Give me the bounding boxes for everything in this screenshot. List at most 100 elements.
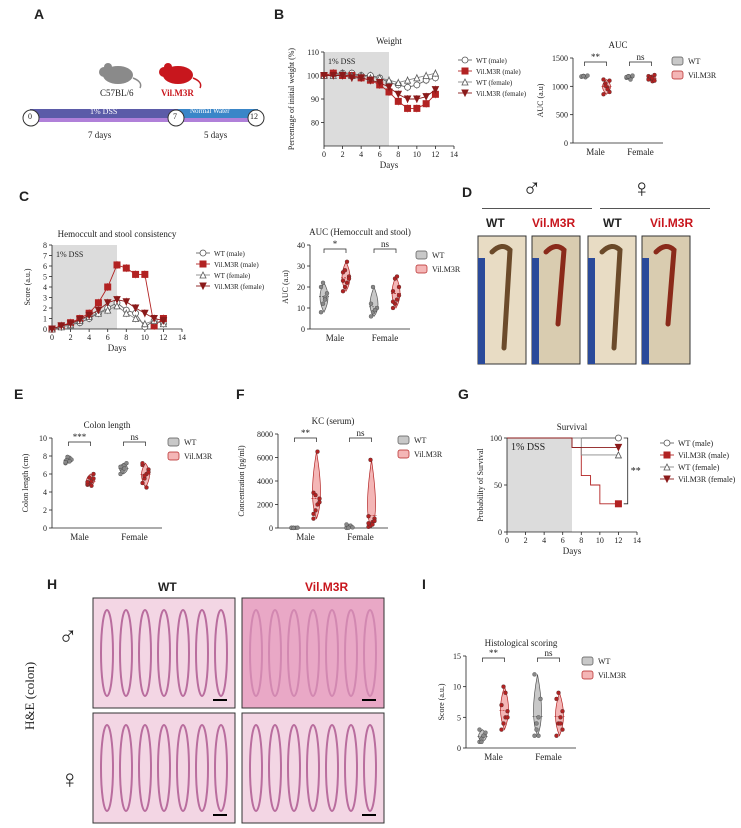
legend-label: WT (male) (476, 57, 507, 65)
legend-label: WT (414, 436, 427, 445)
y-tick-label: 8 (43, 241, 47, 250)
y-tick-label: 8000 (257, 430, 273, 439)
chart-F-kc: 0 2000 4000 6000 8000 KC (serum) Concentration… (237, 416, 443, 542)
series-marker (132, 270, 140, 278)
series-marker (329, 72, 338, 80)
x-tick-label: 10 (413, 150, 421, 159)
series-marker (48, 325, 56, 334)
x-tick-label: 4 (542, 536, 546, 545)
legend-label: WT (female) (476, 79, 513, 87)
data-point (315, 449, 320, 454)
significance-bracket (482, 657, 505, 662)
crypt-structure (249, 724, 263, 812)
x-axis-label: Days (108, 343, 127, 353)
significance-bracket (349, 437, 372, 442)
data-point (346, 525, 351, 530)
legend-label: WT (598, 657, 611, 666)
photo-background (641, 235, 691, 365)
data-point (322, 297, 328, 302)
phase2-label: Normal Water (190, 107, 230, 115)
chart-title: Hemoccult and stool consistency (58, 229, 177, 239)
y-tick-label: 0 (43, 524, 47, 533)
significance-label: ** (631, 466, 641, 477)
data-point (626, 74, 631, 79)
data-point (603, 83, 608, 88)
histo-male-symbol: ♂ (58, 622, 78, 651)
significance-label: ** (301, 428, 311, 438)
data-point (479, 739, 484, 745)
legend-label: WT (688, 57, 701, 66)
data-point (394, 297, 400, 302)
x-tick-label: 6 (378, 150, 382, 159)
colon-photo (531, 235, 581, 365)
series-marker (663, 439, 671, 447)
photo-tg-female-label: Vil.M3R (650, 216, 694, 230)
series-marker (122, 309, 130, 317)
series-marker (663, 475, 671, 484)
crypt-structure (214, 609, 228, 697)
series-marker (199, 249, 207, 257)
legend-swatch (581, 670, 594, 680)
series-marker (615, 434, 622, 442)
male-symbol: ♂ (522, 174, 542, 203)
data-point (372, 518, 377, 524)
significance-label: ns (356, 428, 365, 438)
y-tick-label: 4 (43, 488, 47, 497)
histology-image (92, 597, 236, 709)
data-point (370, 284, 376, 290)
y-tick-label: 1000 (552, 82, 568, 91)
panel-letter-e: E (14, 386, 24, 402)
legend-label: Vil.M3R (414, 450, 443, 459)
x-tick-label: 0 (322, 150, 326, 159)
crypt-structure (268, 609, 282, 697)
series-marker (113, 302, 121, 310)
data-point (503, 690, 508, 695)
significance-label: ns (636, 52, 645, 62)
series-marker (320, 72, 328, 80)
category-label: Female (627, 147, 654, 157)
y-tick-label: 5 (457, 713, 461, 722)
data-point (370, 522, 375, 527)
y-tick-label: 10 (297, 304, 305, 313)
panel-letter-c: C (19, 188, 30, 204)
category-label: Male (326, 333, 345, 343)
data-point (366, 514, 371, 519)
series-marker (366, 76, 375, 85)
crypt-structure (287, 609, 301, 697)
x-tick-label: 8 (396, 150, 400, 159)
histology-background (92, 597, 236, 709)
series-marker (141, 319, 149, 328)
series-marker (404, 83, 411, 91)
data-point (346, 276, 352, 281)
data-point (144, 485, 149, 490)
data-point (601, 77, 606, 82)
data-point (560, 709, 565, 714)
y-tick-label: 4000 (257, 477, 273, 486)
y-tick-label: 0 (269, 524, 273, 533)
significance-bracket (537, 657, 560, 662)
series-marker (104, 306, 112, 314)
series-marker (461, 89, 469, 98)
series-marker (357, 74, 365, 82)
x-tick-label: 14 (178, 333, 186, 342)
data-point (585, 73, 590, 78)
data-point (342, 284, 348, 290)
series-marker (394, 97, 402, 105)
panel-letter-f: F (236, 386, 245, 402)
series-marker (413, 104, 421, 112)
legend-label: Vil.M3R (female) (214, 283, 265, 291)
data-point (318, 284, 324, 290)
data-point (340, 278, 346, 283)
legend-swatch (397, 449, 410, 459)
y-tick-label: 8 (43, 452, 47, 461)
dss-shade-label: 1% DSS (511, 442, 545, 453)
strain-tg-label: Vil.M3R (161, 88, 194, 98)
data-point (390, 305, 396, 311)
data-point (554, 696, 559, 702)
series-marker (431, 69, 440, 77)
legend-label: WT (female) (214, 272, 251, 280)
series-marker (94, 306, 103, 315)
series-marker (159, 317, 168, 325)
legend-swatch (581, 656, 594, 666)
data-point (652, 78, 657, 83)
